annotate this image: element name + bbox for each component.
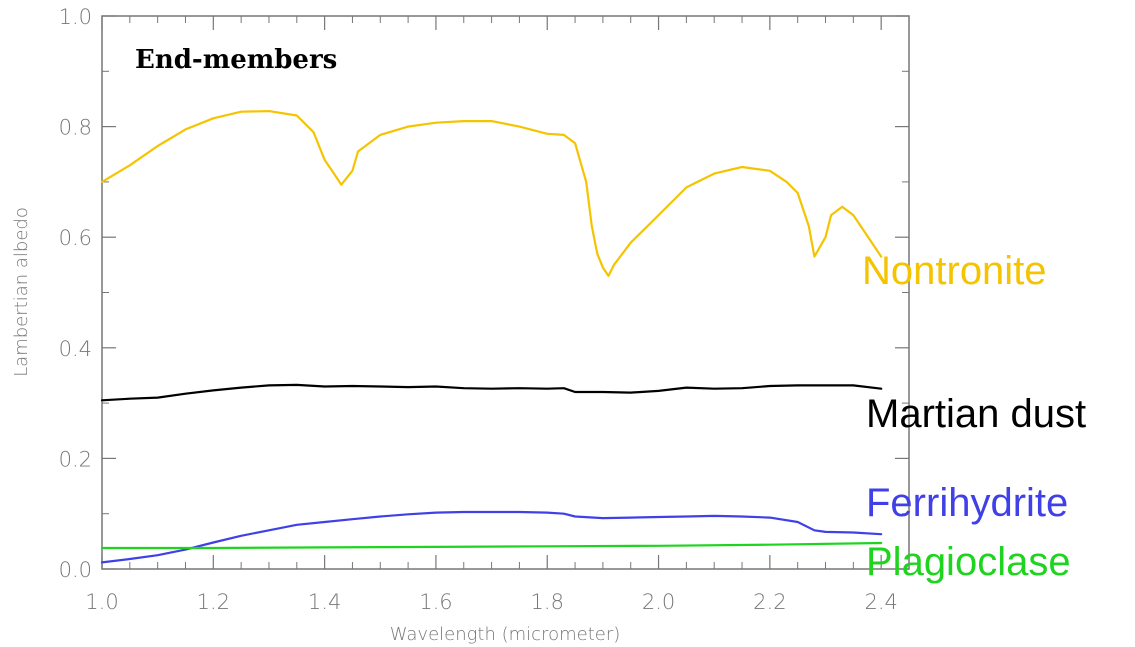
x-tick-label: 1.0	[85, 590, 118, 614]
x-tick-label: 2.4	[864, 590, 897, 614]
series-label-plagioclase: Plagioclase	[866, 540, 1071, 584]
series-label-ferrihydrite: Ferrihydrite	[866, 481, 1068, 525]
series-line-martian-dust	[100, 383, 883, 402]
x-axis-title: Wavelength (micrometer)	[390, 624, 621, 645]
axis-ticks	[101, 15, 909, 570]
y-tick-label: 0.6	[59, 226, 92, 250]
series-line-nontronite	[100, 109, 883, 277]
series-line-ferrihydrite	[100, 510, 883, 564]
y-tick-label: 0.0	[59, 558, 92, 582]
series-line-plagioclase	[100, 541, 883, 550]
x-tick-label: 1.8	[531, 590, 564, 614]
y-tick-label: 0.2	[59, 447, 92, 471]
inset-title: End-members	[135, 45, 337, 75]
y-tick-label: 1.0	[59, 5, 92, 29]
x-tick-label: 2.2	[753, 590, 786, 614]
series-label-martian-dust: Martian dust	[866, 392, 1086, 436]
x-tick-label: 1.4	[308, 590, 341, 614]
y-tick-label: 0.4	[59, 337, 92, 361]
y-axis-title: Lambertian albedo	[11, 207, 32, 377]
series-lines	[100, 109, 883, 564]
x-tick-label: 2.0	[642, 590, 675, 614]
x-tick-label: 1.6	[419, 590, 452, 614]
plot-frame	[101, 15, 910, 570]
series-label-nontronite: Nontronite	[862, 249, 1047, 293]
x-tick-label: 1.2	[197, 590, 230, 614]
y-tick-label: 0.8	[59, 116, 92, 140]
axis-tick-labels: 1.0 1.2 1.4 1.6 1.8 2.0 2.2 2.4 0.0 0.2 0.4 0.6 0.8 1…	[59, 5, 898, 614]
